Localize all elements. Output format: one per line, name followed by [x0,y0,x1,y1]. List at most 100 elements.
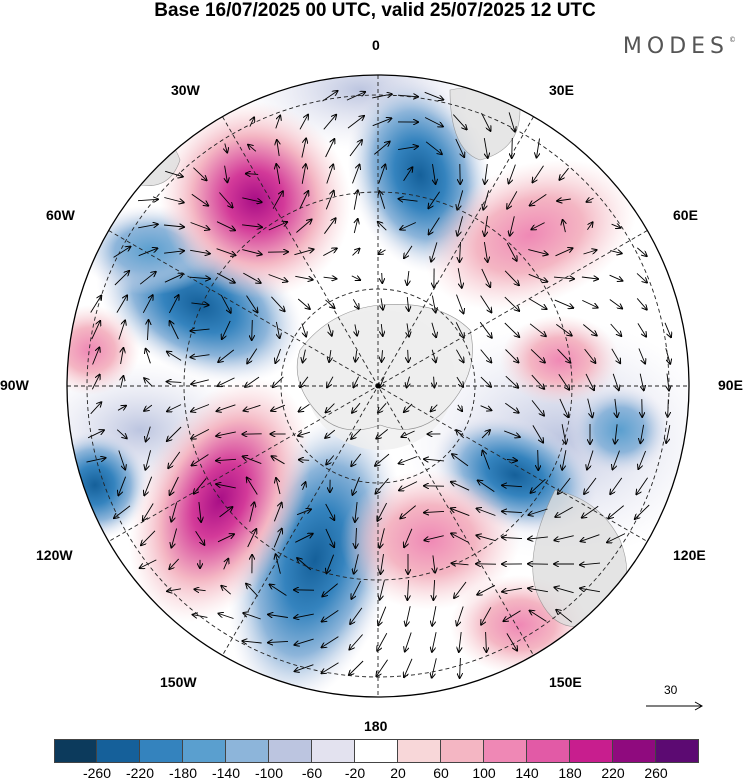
wind-vector [354,554,359,573]
colorbar-tick-label: -260 [82,765,112,781]
wind-vector [118,476,127,496]
wind-vector [325,503,335,520]
wind-vector [193,167,206,181]
wind-vector [299,404,310,411]
wind-vector [608,505,624,519]
wind-vector [167,352,182,361]
wind-vector [146,426,151,442]
wind-vector [483,451,490,470]
wind-vector [296,220,311,233]
wind-vector [481,112,491,131]
wind-vector [328,324,332,335]
wind-vector [249,502,255,522]
wind-vector [581,277,598,279]
wind-vector [303,482,306,490]
lon-label-150w: 150W [160,674,197,690]
wind-vector [504,322,519,337]
wind-vector [374,142,389,155]
wind-vector [167,589,181,591]
wind-vector [352,402,361,413]
brand-text: MODES [622,34,729,59]
wind-vector [275,116,280,129]
wind-vector [401,430,415,437]
wind-vector [164,197,183,203]
wind-vector [350,607,363,624]
wind-vector [167,404,182,412]
colorbar-swatch [269,739,312,763]
wind-vector [165,170,183,176]
wind-vector [351,276,360,280]
wind-vector [167,382,182,383]
wind-vector [529,508,548,515]
wind-vector [144,476,153,496]
lon-label-60w: 60W [46,207,75,223]
wind-vectors [86,91,672,678]
wind-vector [458,404,462,411]
lon-label-150e: 150E [549,674,582,690]
wind-vector [352,299,358,308]
wind-vector [225,165,228,183]
wind-vector [583,324,596,336]
wind-vector [351,428,362,439]
wind-vector [485,216,488,236]
wind-vector [639,373,644,391]
wind-vector [580,588,600,593]
wind-vector [273,503,281,522]
wind-vector [636,273,647,282]
wind-vector [170,321,179,340]
wind-vector [483,138,487,158]
wind-vector [247,478,258,495]
wind-vector [479,321,492,338]
wind-vector [190,249,210,253]
wind-vector [537,138,540,158]
wind-vector [613,450,620,470]
wind-vector [405,632,412,652]
wind-vector [245,376,260,387]
wind-vector [506,633,517,650]
wind-vector [611,348,620,363]
wind-vector [295,664,314,672]
wind-vector [217,534,234,543]
wind-vector [530,194,547,205]
wind-vector [484,242,487,262]
wind-vector [273,529,282,548]
wind-vector [432,632,437,652]
wind-vector [454,581,467,598]
wind-vector [457,190,464,209]
wind-vector [325,429,336,438]
wind-vector [352,249,360,256]
wind-vector [144,378,153,387]
wind-vector [404,528,413,547]
colorbar-tick-label: 20 [390,765,406,781]
wind-vector [297,298,310,309]
wind-vector [407,297,408,311]
wind-vector [322,636,339,648]
wind-vector [582,505,599,517]
wind-vector [433,164,436,184]
wind-vector [382,350,383,362]
wind-vector [400,505,416,519]
wind-vector [529,298,546,309]
wind-vector [86,458,106,463]
wind-vector [353,477,360,495]
wind-vector [610,251,621,254]
wind-vector [355,502,357,522]
wind-vector [268,222,287,231]
wind-vector [301,139,306,158]
anomaly-field [67,75,689,697]
wind-vector [478,480,495,492]
wind-vector [408,349,409,362]
map-boundary [66,74,690,698]
wind-vector [531,222,545,230]
wind-vector [193,615,208,618]
wind-vector [90,402,102,415]
wind-vector [504,610,521,621]
wind-vector [432,606,437,626]
wind-vector [277,140,279,157]
wind-vector [148,320,149,341]
wind-vector [666,425,671,443]
wind-vector [380,376,385,388]
wind-vector [270,585,287,596]
wind-vector [640,424,643,443]
wind-vector [557,199,571,201]
